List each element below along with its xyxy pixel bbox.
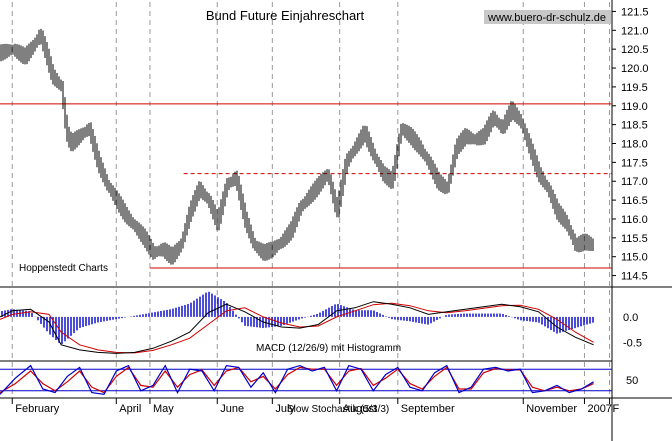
y-tick-label: 116.5 [621,195,648,207]
x-tick-label: F [613,403,620,415]
macd-signal-line [0,302,594,354]
x-tick-label: May [153,403,174,415]
y-tick-label: 117.0 [621,176,648,188]
stochastic-label: Slow Stochastik (5/3/3) [287,404,389,415]
watermark-url: www.buero-dr-schulz.de [487,12,606,24]
y-tick-label: 118.5 [621,120,648,132]
horizontal-levels [0,103,612,269]
x-tick-label: August [343,403,377,415]
y-tick-label: -0.5 [623,337,642,349]
x-tick-label: February [15,403,60,415]
x-tick-label: September [401,403,455,415]
y-tick-label: 0.0 [623,312,638,324]
y-axis-ticks: 121.5 121.0 120.5 120.0 119.5 119.0 118.5 118.0… [612,6,649,387]
y-tick-label: 119.5 [621,82,648,94]
x-tick-label: November [526,403,577,415]
stochastic-panel [0,364,612,396]
y-tick-label: 50 [626,375,638,387]
x-tick-label: July [275,403,295,415]
y-tick-label: 115.5 [621,233,648,245]
macd-line [0,301,594,354]
y-tick-label: 117.5 [621,157,648,169]
chart-title: Bund Future Einjahreschart [206,8,365,23]
y-tick-label: 116.0 [621,214,648,226]
y-tick-label: 119.0 [621,101,648,113]
y-tick-label: 121.0 [621,25,649,37]
price-series [0,28,594,265]
x-axis-months: February April May June July August September N… [11,398,620,415]
y-tick-label: 120.0 [621,63,649,75]
y-tick-label: 115.0 [621,252,648,264]
macd-panel [0,291,594,354]
vertical-gridlines [11,2,611,398]
stochastic-d-line [0,366,594,394]
x-tick-label: June [220,403,244,415]
stochastic-k-line [0,364,594,396]
y-tick-label: 121.5 [621,6,649,18]
y-tick-label: 118.0 [621,139,648,151]
y-tick-label: 114.5 [621,271,648,283]
y-tick-label: 120.5 [621,44,649,56]
source-label: Hoppenstedt Charts [19,263,108,274]
watermark-box [484,10,611,24]
x-tick-label: April [119,403,141,415]
x-tick-label: 2007 [587,403,611,415]
macd-label: MACD (12/26/9) mit Histogramm [256,343,401,354]
